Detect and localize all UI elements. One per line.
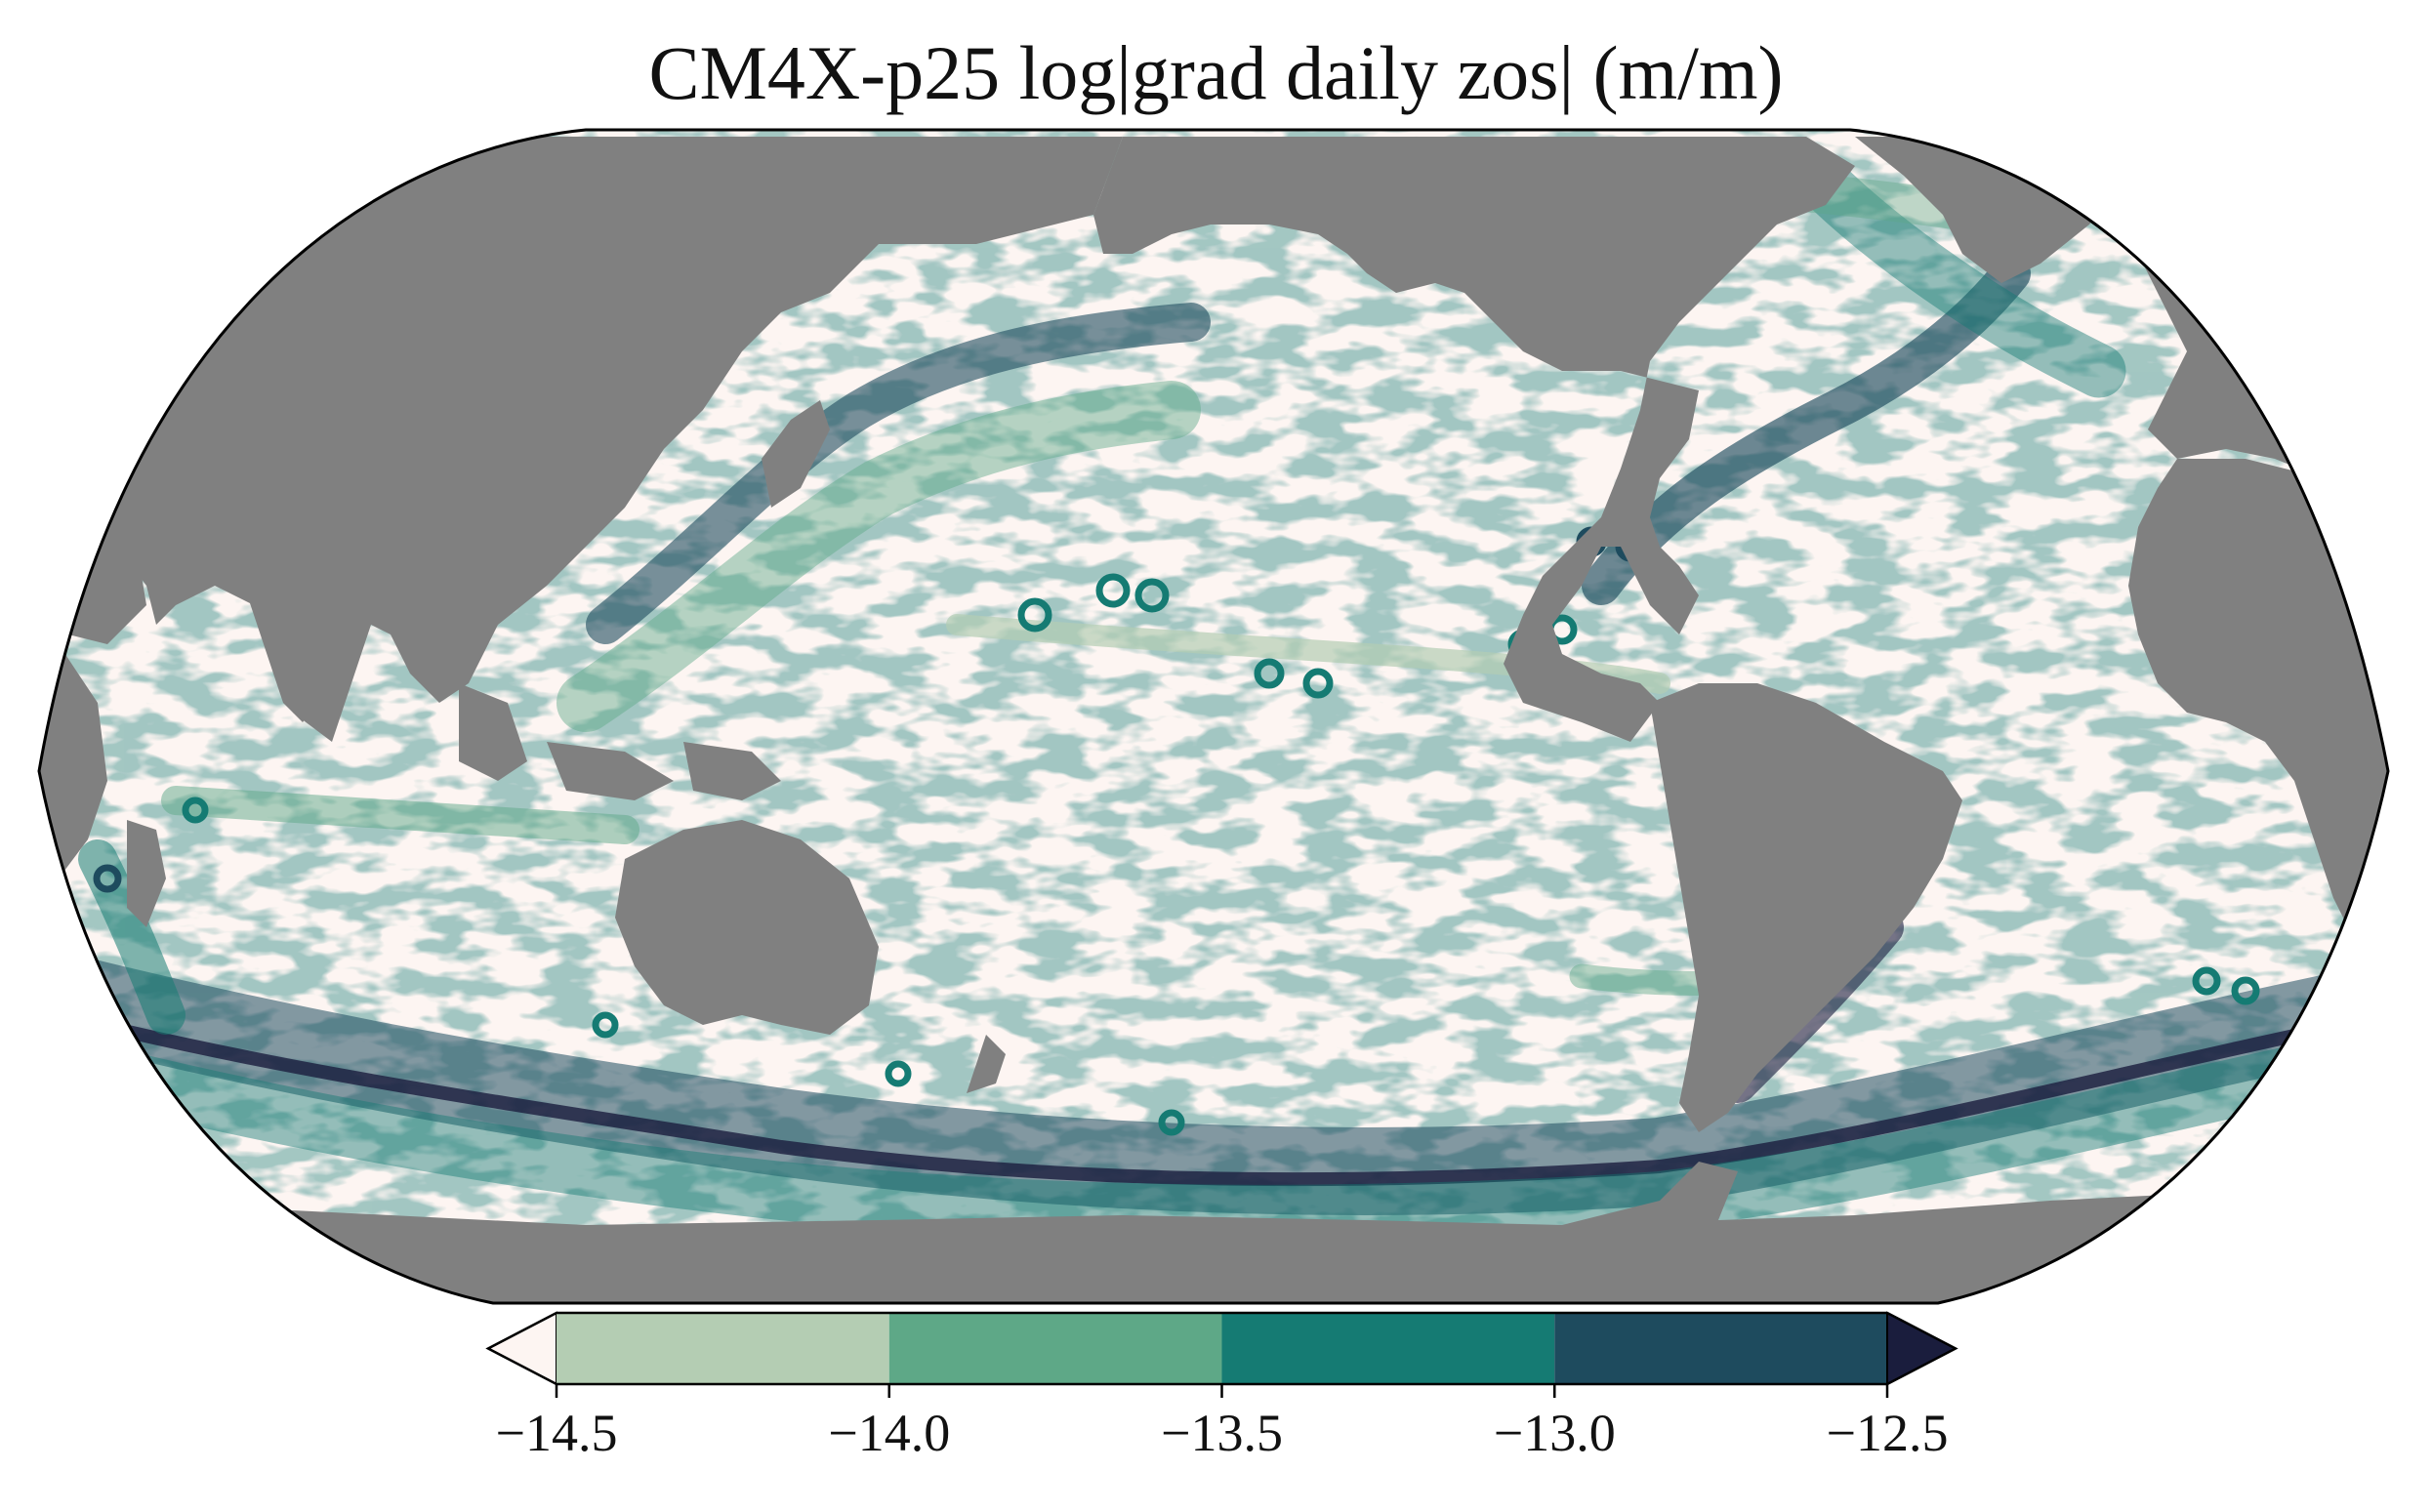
figure-title: CM4X-p25 log|grad daily zos| (m/m) [648,30,1784,115]
kuroshio-band [586,303,1211,644]
colorbar-tick-label: −14.5 [496,1404,618,1462]
colorbar: −14.5 −14.0 −13.5 −13.0 −12.5 [485,1311,1958,1462]
colorbar-bin-1 [888,1313,1222,1384]
land-madagascar [127,820,166,927]
southern-ocean-band [39,952,2388,1215]
agulhas-band [78,839,185,1035]
land-india [244,586,351,722]
land-japan [762,400,830,508]
gulf-stream-band [1582,254,2031,605]
colorbar-tick-label: −13.0 [1494,1404,1616,1462]
colorbar-extend-high [1886,1311,1958,1386]
colorbar-tick-label: −13.5 [1161,1404,1283,1462]
colorbar-extend-low [485,1311,557,1386]
land [39,137,2388,1303]
land-australia [615,820,879,1035]
colorbar-tick-label: −12.5 [1827,1404,1949,1462]
colorbar-bin-0 [556,1313,889,1384]
land-sea-islands [459,683,527,781]
land-antarctica [39,1162,2388,1303]
land-new-zealand [967,1035,1006,1093]
colorbar-tick-label: −14.0 [828,1404,950,1462]
land-north-america [1093,137,1855,742]
map-frame [37,128,2390,1305]
land-south-america [1650,683,1962,1132]
land-africa-east [39,605,107,957]
colorbar-bin-2 [1221,1313,1555,1384]
southern-ocean-core [52,1008,2388,1187]
colorbar-bin-3 [1554,1313,1887,1384]
